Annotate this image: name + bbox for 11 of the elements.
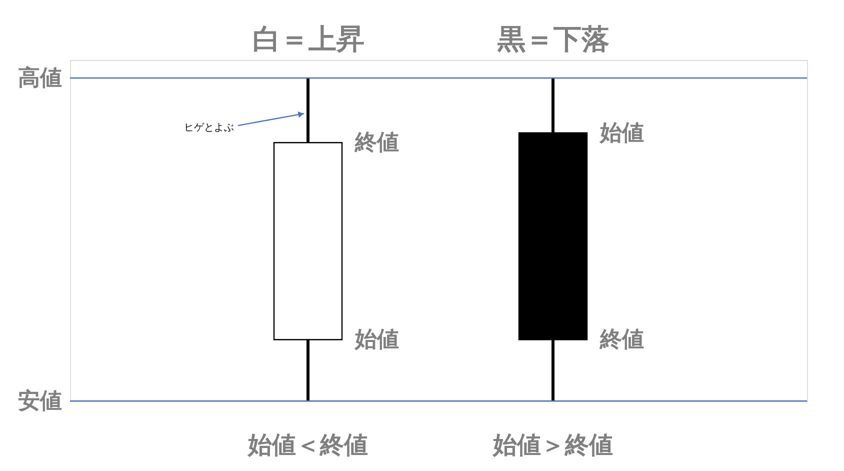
annotation: 始値 — [354, 328, 399, 353]
ref-line-label: 安値 — [18, 388, 62, 414]
x-tick-label: 黒＝下落 — [496, 22, 610, 56]
annotation: ヒゲとよぶ — [184, 122, 234, 134]
annotation: 終値 — [354, 130, 399, 156]
text: 始値＜終値 — [247, 431, 368, 459]
ref-line-label: 高値 — [18, 65, 62, 91]
annotation: 始値 — [599, 120, 644, 146]
text: 始値＞終値 — [492, 431, 613, 459]
annotation: 終値 — [599, 328, 644, 353]
x-tick-label: 白＝上昇 — [252, 22, 364, 56]
